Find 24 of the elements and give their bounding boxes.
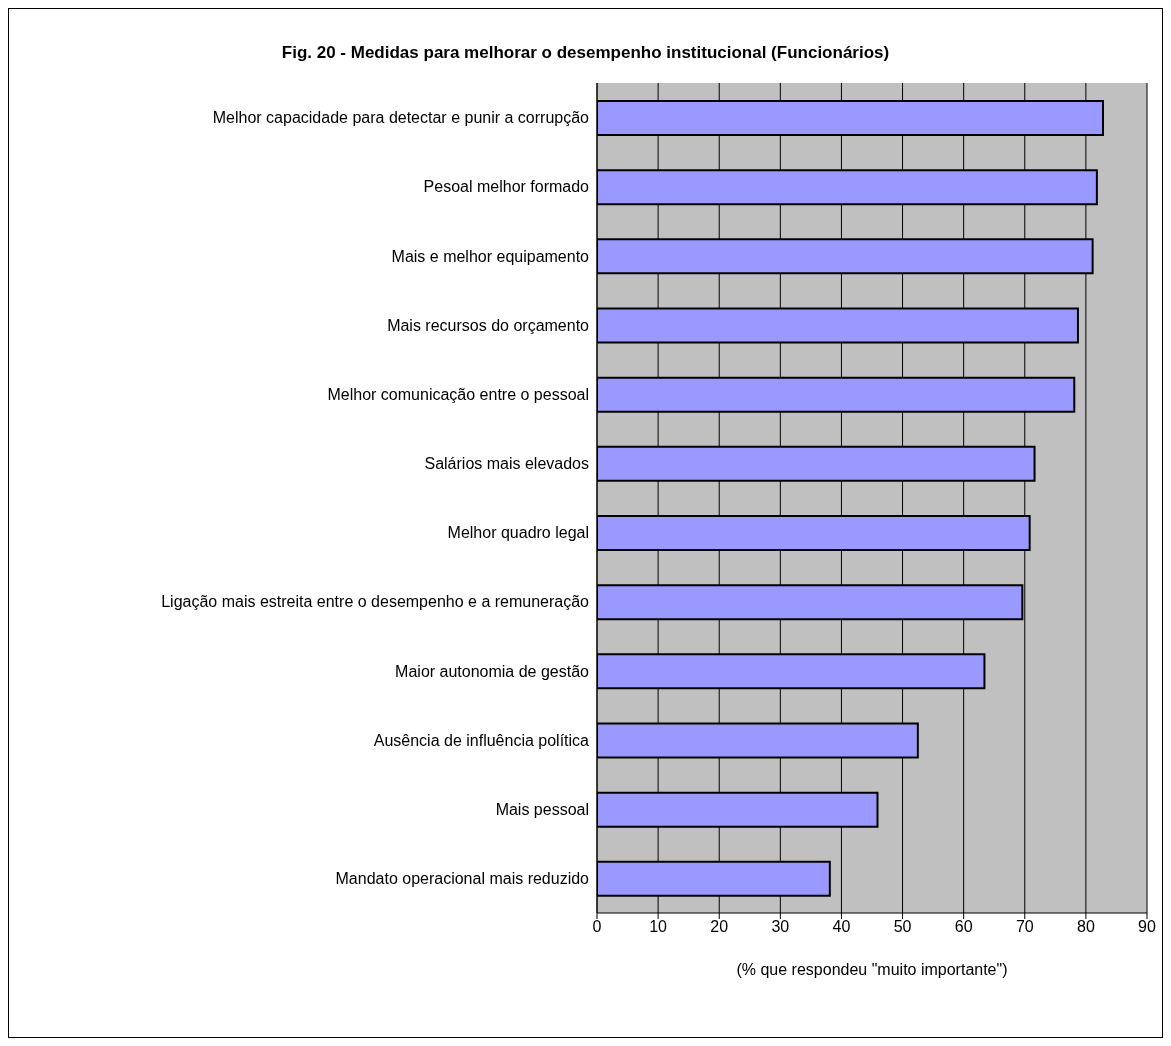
x-tick-label: 80 [1076,918,1095,936]
y-tick-label: Melhor capacidade para detectar e punir a corrupção [212,109,590,127]
y-tick-label: Salários mais elevados [424,455,589,473]
y-tick-label: Maior autonomia de gestão [395,662,590,680]
chart-title: Fig. 20 - Medidas para melhorar o desempenho institucional (Funcionários) [280,43,891,64]
y-tick-label: Mais e melhor equipamento [391,247,590,265]
x-tick-label: 20 [710,918,729,936]
y-tick-label: Mais recursos do orçamento [387,316,590,334]
x-tick-label: 70 [1015,918,1034,936]
x-tick-label: 40 [832,918,851,936]
x-tick-label: 60 [954,918,973,936]
x-tick-label: 10 [649,918,668,936]
y-tick-label: Melhor comunicação entre o pessoal [327,385,589,403]
y-tick-label: Melhor quadro legal [447,524,589,542]
y-tick-label: Ausência de influência política [373,731,590,749]
x-tick-label: 50 [893,918,912,936]
y-tick-label: Ligação mais estreita entre o desempenho e a remuneração [161,593,590,611]
x-tick-label: 90 [1138,918,1156,936]
y-tick-label: Mandato operacional mais reduzido [335,870,590,888]
y-tick-label: Mais pessoal [495,800,589,818]
x-tick-label: 0 [592,918,602,936]
x-tick-label: 30 [771,918,790,936]
y-tick-label: Pesoal melhor formado [423,178,590,196]
x-axis-title: (% que respondeu "muito importante") [736,961,1008,978]
